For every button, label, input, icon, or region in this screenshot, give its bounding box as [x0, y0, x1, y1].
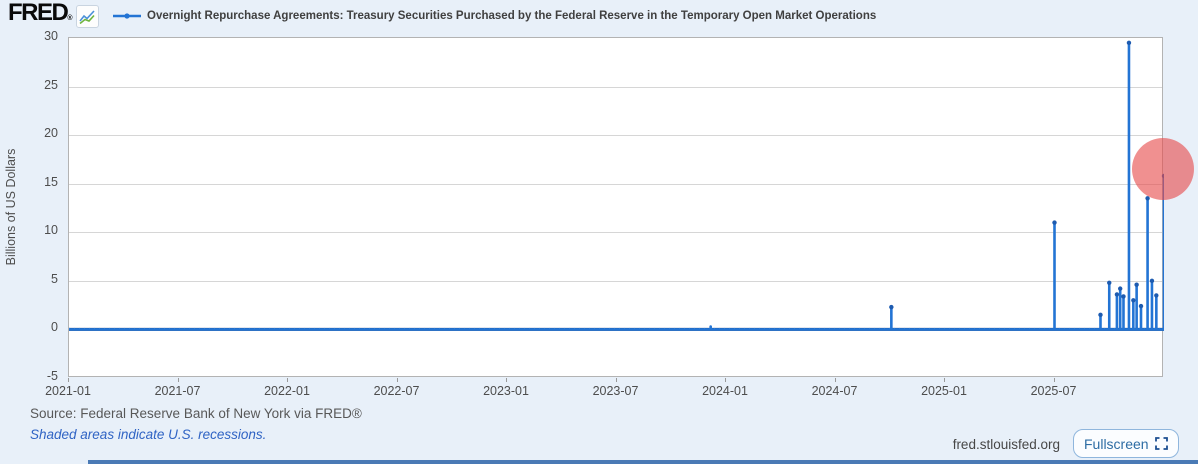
y-tick-label: 30 — [44, 29, 58, 43]
plot-area[interactable] — [68, 37, 1164, 377]
y-tick-label: 10 — [44, 223, 58, 238]
x-tick-mark — [68, 378, 69, 382]
x-tick-mark — [396, 378, 398, 382]
series-title: Overnight Repurchase Agreements: Treasur… — [147, 10, 877, 22]
gridline — [69, 86, 1162, 88]
gridline — [69, 183, 1162, 185]
gridline — [69, 280, 1162, 282]
x-tick-label: 2022-07 — [373, 384, 420, 398]
registered-mark: ® — [67, 15, 72, 22]
source-text: Source: Federal Reserve Bank of New York… — [30, 406, 362, 421]
gridline — [69, 135, 1162, 137]
y-tick-label: 5 — [51, 271, 58, 286]
x-tick-label: 2022-01 — [264, 384, 310, 398]
bottom-blue-bar — [88, 460, 1198, 464]
x-tick-label: 2023-01 — [483, 384, 529, 398]
x-tick-mark — [287, 378, 288, 382]
y-tick-label: 20 — [44, 126, 58, 141]
site-url: fred.stlouisfed.org — [952, 437, 1060, 452]
x-tick-label: 2025-07 — [1030, 384, 1077, 398]
legend-item[interactable]: Overnight Repurchase Agreements: Treasur… — [113, 10, 876, 22]
gridline — [69, 232, 1162, 234]
x-tick-label: 2025-01 — [921, 384, 967, 398]
legend-line-marker-icon — [113, 13, 142, 19]
series-line-chart — [69, 40, 1164, 331]
fullscreen-expand-icon — [1154, 437, 1168, 450]
x-tick-mark — [834, 378, 836, 382]
line-chart-icon — [76, 4, 100, 28]
x-tick-label: 2024-07 — [811, 384, 858, 398]
x-tick-mark — [506, 378, 507, 382]
x-tick-mark — [177, 378, 179, 382]
x-tick-mark — [725, 378, 726, 382]
fullscreen-button[interactable]: Fullscreen — [1073, 429, 1179, 458]
y-tick-label: 0 — [51, 320, 58, 335]
recession-note-link[interactable]: Shaded areas indicate U.S. recessions. — [30, 427, 267, 442]
y-tick-label: -5 — [46, 369, 58, 383]
x-tick-label: 2024-01 — [702, 384, 748, 398]
y-axis-label: Billions of US Dollars — [4, 148, 18, 266]
chart-header: FRED® Overnight Repurchase Agreements: T… — [8, 0, 876, 30]
fred-logo: FRED® — [8, 0, 72, 26]
y-tick-label: 15 — [44, 174, 58, 189]
x-tick-label: 2023-07 — [592, 384, 639, 398]
fullscreen-label: Fullscreen — [1084, 435, 1149, 452]
x-tick-mark — [615, 378, 617, 382]
x-tick-mark — [944, 378, 945, 382]
y-tick-label: 25 — [44, 77, 58, 92]
x-tick-mark — [1053, 378, 1055, 382]
x-tick-label: 2021-01 — [45, 384, 91, 398]
x-tick-label: 2021-07 — [154, 384, 201, 398]
